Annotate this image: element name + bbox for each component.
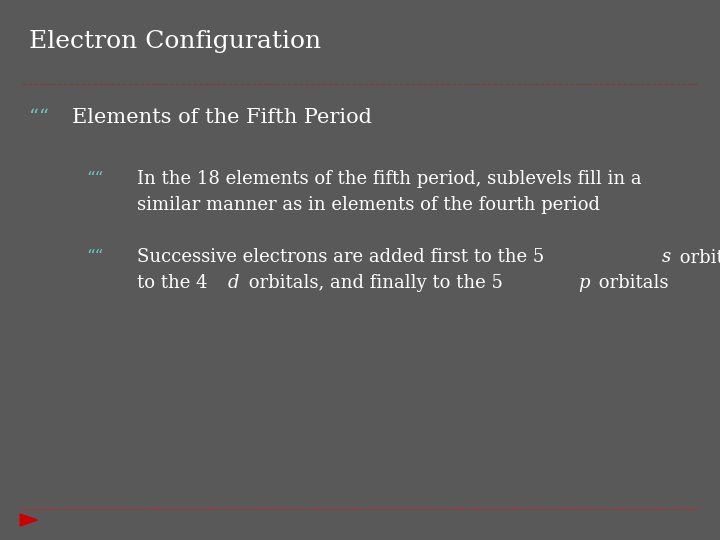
Text: p: p — [578, 274, 590, 292]
Text: to the 4: to the 4 — [137, 274, 207, 292]
Polygon shape — [20, 514, 37, 526]
Text: orbitals, and finally to the 5: orbitals, and finally to the 5 — [243, 274, 503, 292]
Text: ““: ““ — [29, 108, 49, 126]
Text: orbitals: orbitals — [593, 274, 668, 292]
Text: In the 18 elements of the fifth period, sublevels fill in a: In the 18 elements of the fifth period, … — [137, 170, 642, 188]
Text: d: d — [228, 274, 239, 292]
Text: orbital, then: orbital, then — [674, 248, 720, 266]
Text: s: s — [662, 248, 672, 266]
Text: Successive electrons are added first to the 5: Successive electrons are added first to … — [137, 248, 544, 266]
Text: similar manner as in elements of the fourth period: similar manner as in elements of the fou… — [137, 196, 600, 214]
Text: ““: ““ — [86, 248, 104, 265]
Text: ““: ““ — [86, 170, 104, 187]
Text: Elements of the Fifth Period: Elements of the Fifth Period — [72, 108, 372, 127]
Text: Electron Configuration: Electron Configuration — [29, 30, 321, 53]
